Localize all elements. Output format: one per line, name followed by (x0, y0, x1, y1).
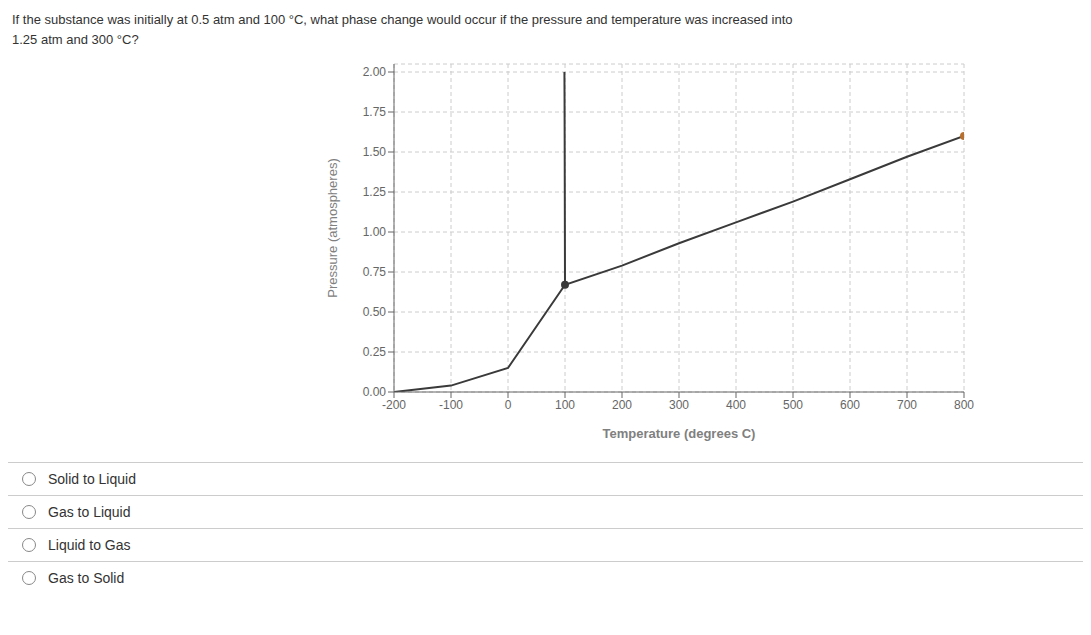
svg-text:700: 700 (897, 398, 917, 412)
svg-text:0.25: 0.25 (363, 345, 387, 359)
svg-text:0.75: 0.75 (363, 265, 387, 279)
svg-text:100: 100 (555, 398, 575, 412)
svg-text:1.75: 1.75 (363, 105, 387, 119)
html-text:Solid to Liquid: Solid to Liquid (48, 471, 136, 487)
svg-text:1.25: 1.25 (363, 185, 387, 199)
svg-text:0: 0 (505, 398, 512, 412)
svg-text:500: 500 (783, 398, 803, 412)
html-text:Gas to Liquid: Gas to Liquid (48, 504, 131, 520)
svg-text:Pressure (atmospheres): Pressure (atmospheres) (325, 158, 340, 297)
svg-text:-200: -200 (382, 398, 406, 412)
html-text:Liquid to Gas: Liquid to Gas (48, 537, 131, 553)
html-text:1.25 atm and 300 °C?: 1.25 atm and 300 °C? (12, 32, 139, 47)
svg-text:300: 300 (669, 398, 689, 412)
svg-text:600: 600 (840, 398, 860, 412)
svg-text:200: 200 (612, 398, 632, 412)
svg-text:400: 400 (726, 398, 746, 412)
svg-text:0.00: 0.00 (363, 385, 387, 399)
html-text:Gas to Solid: Gas to Solid (48, 570, 125, 586)
svg-text:Temperature (degrees C): Temperature (degrees C) (603, 426, 756, 441)
svg-text:0.50: 0.50 (363, 305, 387, 319)
svg-text:1.50: 1.50 (363, 145, 387, 159)
svg-text:-100: -100 (439, 398, 463, 412)
svg-text:2.00: 2.00 (363, 65, 387, 79)
svg-text:800: 800 (954, 398, 974, 412)
html-text:If the substance was initially: If the substance was initially at 0.5 at… (12, 12, 793, 27)
svg-text:1.00: 1.00 (363, 225, 387, 239)
